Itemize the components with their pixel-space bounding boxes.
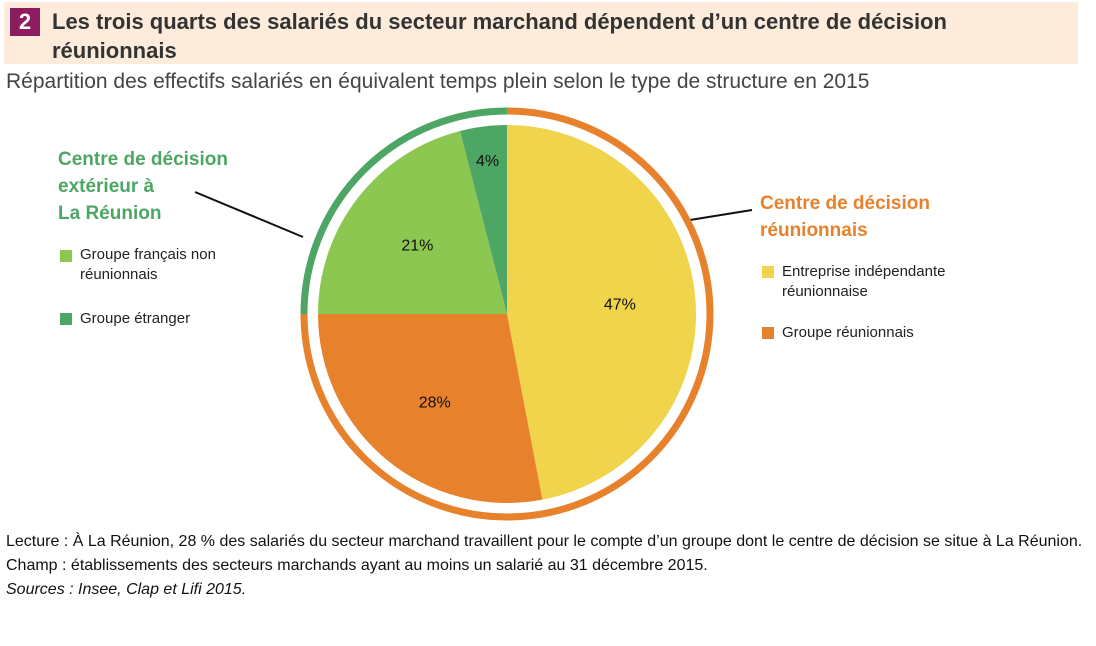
right-leader-line xyxy=(689,209,753,221)
left-leader-line xyxy=(194,191,304,238)
group-label-exterieur: Centre de décision extérieur à La Réunio… xyxy=(58,146,228,227)
note-sources: Sources : Insee, Clap et Lifi 2015. xyxy=(6,581,247,598)
pie-slice-3 xyxy=(459,125,507,314)
slice-data-label: 47% xyxy=(604,296,636,313)
group-label-line: extérieur à xyxy=(58,176,155,197)
legend-entreprise-independante: Entreprise indépendante réunionnaise xyxy=(782,263,946,300)
legend-swatch-groupe-etranger xyxy=(60,313,72,325)
note-champ: Champ : établissements des secteurs marc… xyxy=(6,557,708,574)
group-label-line: réunionnais xyxy=(760,220,868,241)
slice-data-label: 28% xyxy=(419,394,451,411)
group-label-line: Centre de décision xyxy=(58,149,228,170)
legend-groupe-reunionnais: Groupe réunionnais xyxy=(782,324,914,341)
group-ring-0 xyxy=(300,107,508,315)
header-band: 2 Les trois quarts des salariés du secte… xyxy=(4,2,1078,64)
group-label-reunionnais: Centre de décision réunionnais xyxy=(760,190,930,244)
chart-title: Les trois quarts des salariés du secteur… xyxy=(52,9,947,63)
chart-subtitle: Répartition des effectifs salariés en éq… xyxy=(6,70,870,93)
legend-swatch-entreprise-independante xyxy=(762,266,774,278)
group-ring-1 xyxy=(300,107,714,521)
legend-swatch-groupe-reunionnais xyxy=(762,327,774,339)
legend-swatch-groupe-francais xyxy=(60,250,72,262)
group-label-line: La Réunion xyxy=(58,203,162,224)
pie-slice-2 xyxy=(318,130,507,314)
slice-data-label: 4% xyxy=(476,153,499,170)
legend-groupe-etranger: Groupe étranger xyxy=(80,310,191,327)
figure-number: 2 xyxy=(10,8,40,36)
pie-slice-1 xyxy=(318,314,543,504)
pie-slice-0 xyxy=(507,125,696,500)
note-lecture: Lecture : À La Réunion, 28 % des salarié… xyxy=(6,533,1083,550)
group-label-line: Centre de décision xyxy=(760,193,930,214)
slice-data-label: 21% xyxy=(401,237,433,254)
notes: Lecture : À La Réunion, 28 % des salarié… xyxy=(6,530,1086,602)
legend-groupe-francais: Groupe français non réunionnais xyxy=(80,246,216,283)
